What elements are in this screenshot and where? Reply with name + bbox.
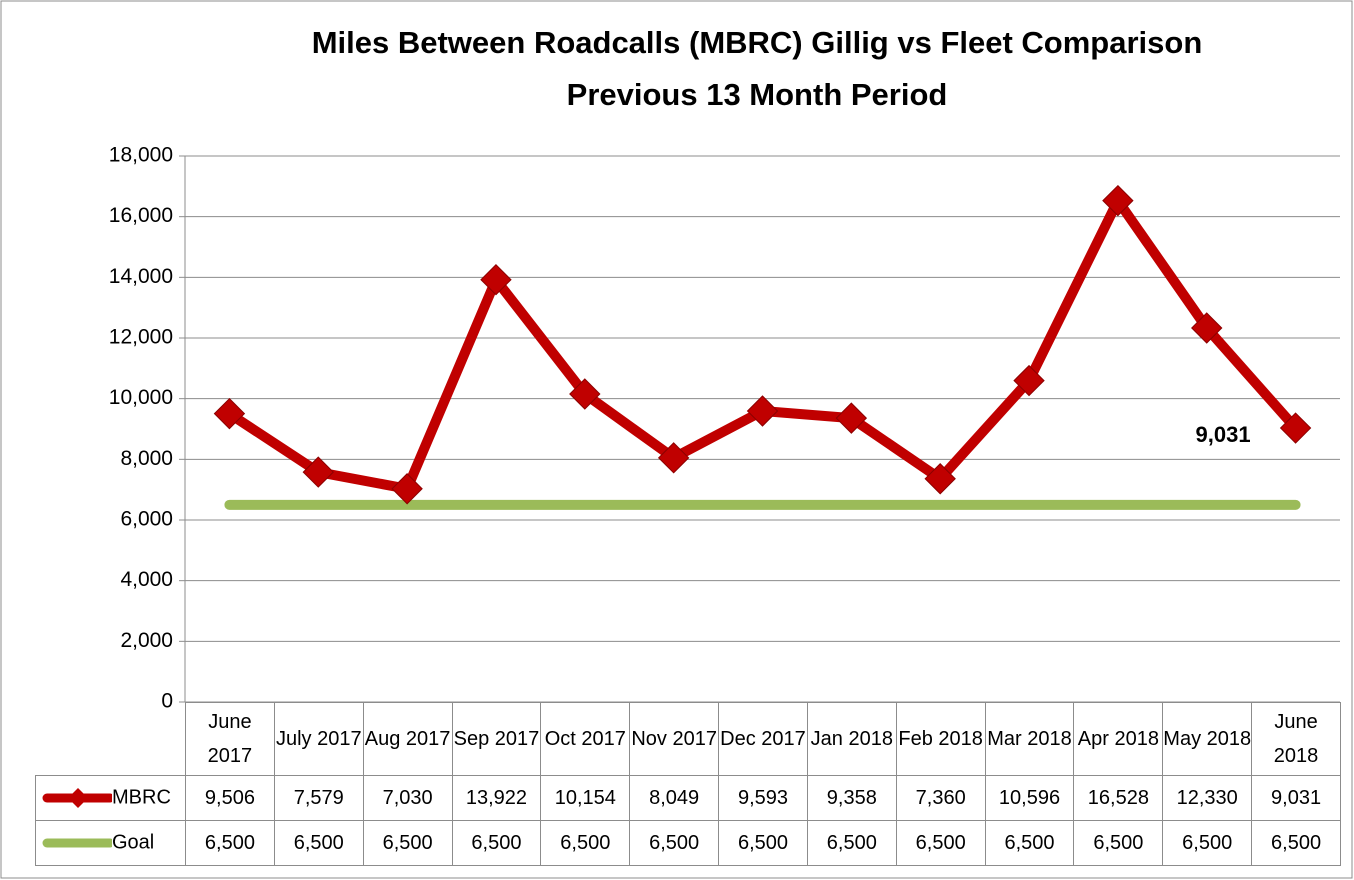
legend-marker (68, 788, 88, 808)
y-tick-label: 0 (161, 690, 173, 713)
point-marker (1279, 412, 1312, 444)
table-value: 10,154 (540, 775, 631, 821)
table-value: 9,593 (718, 775, 808, 821)
y-tick-label: 16,000 (109, 204, 173, 227)
point-marker (1102, 184, 1134, 217)
table-value: 7,030 (362, 775, 453, 821)
x-tick-label: June 2017 (185, 702, 275, 776)
table-value: 16,528 (1073, 775, 1164, 821)
data-table: June 2017 July 2017 Aug 2017 Sep 2017 Oct 20… (35, 702, 1341, 866)
x-tick-label: Aug 2017 (362, 702, 453, 776)
series-line (224, 195, 1301, 494)
table-value: 6,500 (1251, 820, 1341, 866)
table-value: 9,358 (806, 775, 897, 821)
chart-subtitle: Previous 13 Month Period (567, 77, 948, 112)
point-marker (480, 263, 512, 296)
point-marker (835, 402, 868, 434)
table-value: 6,500 (984, 820, 1075, 866)
y-tick-label: 4,000 (120, 568, 173, 591)
y-tick-label: 12,000 (109, 326, 173, 349)
chart-title: Miles Between Roadcalls (MBRC) Gillig vs… (312, 25, 1203, 60)
table-value: 9,031 (1251, 775, 1341, 821)
x-tick-label: Dec 2017 (718, 702, 808, 776)
point-marker (1013, 364, 1045, 397)
x-tick-label: July 2017 (273, 702, 364, 776)
table-row: Goal 6,500 6,500 6,500 6,500 6,500 6,500 6,500 6… (35, 820, 1341, 866)
point-marker (746, 395, 779, 427)
x-tick-label: Nov 2017 (629, 702, 720, 776)
legend-label: MBRC (112, 786, 171, 809)
x-tick-label: Jan 2018 (806, 702, 897, 776)
point-marker (391, 473, 423, 505)
table-row: MBRC 9,506 7,579 7,030 13,922 10,154 8,049 9,59… (35, 775, 1341, 821)
point-marker (657, 442, 690, 474)
table-value: 6,500 (718, 820, 808, 866)
x-tick-label: June 2018 (1251, 702, 1341, 776)
table-value: 6,500 (1073, 820, 1164, 866)
legend-cell: MBRC (35, 775, 186, 821)
header-row: June 2017 July 2017 Aug 2017 Sep 2017 Oct 20… (35, 702, 1341, 776)
point-marker (1191, 312, 1223, 344)
table-value: 12,330 (1162, 775, 1253, 821)
point-marker (213, 397, 246, 430)
point-marker (302, 456, 334, 488)
table-value: 6,500 (451, 820, 542, 866)
table-value: 9,506 (185, 775, 275, 821)
y-tick-label: 10,000 (109, 386, 173, 409)
legend-key (42, 838, 115, 848)
x-tick-label: Mar 2018 (984, 702, 1075, 776)
y-tick-label: 2,000 (120, 629, 173, 652)
table-value: 6,500 (273, 820, 364, 866)
table-value: 6,500 (806, 820, 897, 866)
legend-cell: Goal (35, 820, 186, 866)
table-value: 6,500 (1162, 820, 1253, 866)
table-value: 10,596 (984, 775, 1075, 821)
point-marker (569, 378, 601, 410)
x-tick-label: Feb 2018 (895, 702, 986, 776)
table-value: 13,922 (451, 775, 542, 821)
table-value: 6,500 (362, 820, 453, 866)
data-label: 9,031 (1196, 422, 1251, 447)
table-value: 7,579 (273, 775, 364, 821)
y-tick-label: 8,000 (120, 447, 173, 470)
y-tick-label: 14,000 (109, 265, 173, 288)
legend-key (42, 788, 115, 808)
table-value: 6,500 (540, 820, 631, 866)
y-tick-label: 6,000 (120, 508, 173, 531)
table-value: 6,500 (185, 820, 275, 866)
blank-cell (35, 702, 186, 776)
table-value: 6,500 (895, 820, 986, 866)
y-tick-label: 18,000 (109, 144, 173, 167)
x-tick-label: Sep 2017 (451, 702, 542, 776)
x-tick-label: Apr 2018 (1073, 702, 1164, 776)
table-value: 8,049 (629, 775, 720, 821)
table-value: 6,500 (629, 820, 720, 866)
legend-label: Goal (112, 831, 155, 854)
table-value: 7,360 (895, 775, 986, 821)
x-tick-label: May 2018 (1162, 702, 1253, 776)
point-marker (924, 463, 956, 495)
x-tick-label: Oct 2017 (540, 702, 631, 776)
